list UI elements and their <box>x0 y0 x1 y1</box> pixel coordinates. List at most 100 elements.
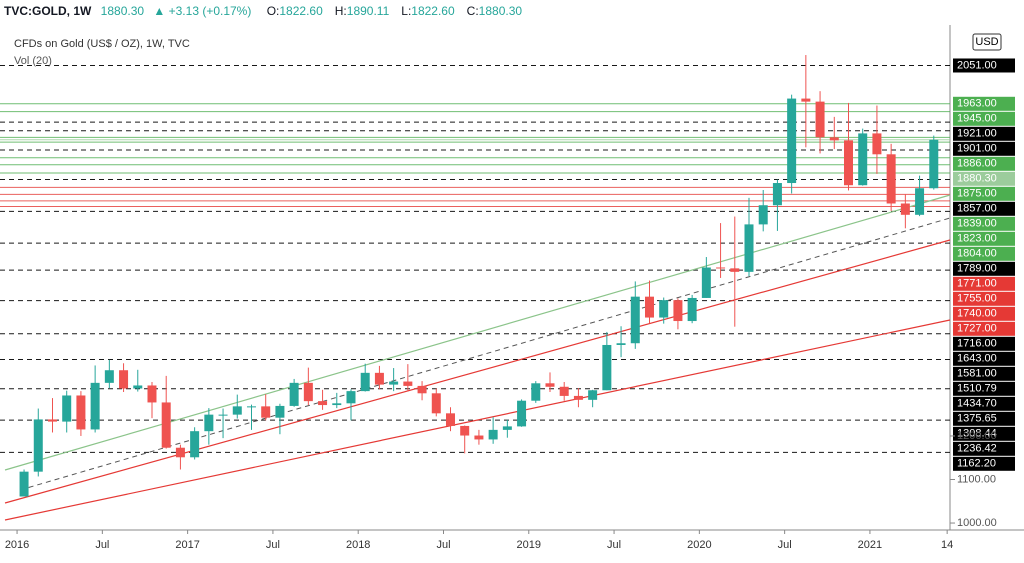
chart-title: CFDs on Gold (US$ / OZ), 1W, TVC <box>14 38 190 50</box>
candle-body <box>701 267 711 298</box>
candle-body <box>772 183 782 206</box>
candle-body <box>716 267 726 269</box>
candle-body <box>90 382 100 430</box>
candle-body <box>502 426 512 430</box>
ohlc-key: L: <box>401 4 412 18</box>
ohlc-value: 1890.11 <box>346 4 390 18</box>
candle-body <box>531 383 541 401</box>
candle-body <box>19 471 29 497</box>
ohlc-item: L:1822.60 <box>401 4 460 18</box>
axis: 2051.00 1963.00 1945.00 1921.00 1901.00 1886.… <box>5 58 1015 551</box>
level-label-box <box>953 321 1015 336</box>
x-tick-label: 2018 <box>346 539 370 551</box>
level-label-box <box>953 276 1015 291</box>
candle-body <box>644 296 654 318</box>
level-label: 1875.00 <box>957 188 997 200</box>
currency-box[interactable] <box>972 33 1002 51</box>
candle-body <box>346 391 356 404</box>
ohlc-item: O:1822.60 <box>267 4 329 18</box>
candle-body <box>616 343 626 345</box>
candle-body <box>573 395 583 400</box>
candle-body <box>630 296 640 344</box>
level-label: 1771.00 <box>957 278 997 290</box>
candle-body <box>602 344 612 391</box>
level-label: 1716.00 <box>957 338 997 350</box>
level-label-box <box>953 231 1015 246</box>
candle-body <box>488 429 498 440</box>
candle-body <box>303 382 313 402</box>
level-label: 1755.00 <box>957 293 997 305</box>
x-tick-label: 2020 <box>687 539 711 551</box>
indicator-label: Vol (20) <box>14 55 52 67</box>
level-label: 1789.00 <box>957 263 997 275</box>
level-label-box <box>953 351 1015 366</box>
level-label: 1823.00 <box>957 233 997 245</box>
x-tick-label: 2017 <box>175 539 199 551</box>
symbol-header: TVC:GOLD, 1W 1880.30 ▲ +3.13 (+0.17%) O:… <box>4 4 540 18</box>
candle-body <box>161 402 171 448</box>
candle-body <box>744 224 754 272</box>
candle-body <box>588 390 598 400</box>
last-price: 1880.30 <box>100 4 145 18</box>
candle-body <box>261 406 271 418</box>
symbol: TVC:GOLD, 1W <box>4 4 92 18</box>
candle-body <box>133 385 143 389</box>
candle-body <box>218 414 228 416</box>
candle-body <box>843 140 853 186</box>
candle-body <box>858 133 868 186</box>
ohlc-key: O: <box>266 4 280 18</box>
level-label-box <box>953 141 1015 156</box>
candle-body <box>147 385 157 403</box>
ohlc-value: 1822.60 <box>411 4 455 18</box>
candle-body <box>545 383 555 387</box>
level-label-box <box>953 126 1015 141</box>
candle-body <box>289 382 299 406</box>
level-label: 1434.70 <box>957 398 997 410</box>
ohlc-key: H: <box>334 4 347 18</box>
x-tick-label: Jul <box>607 539 621 551</box>
candle-body <box>787 98 797 184</box>
candle-body <box>673 300 683 322</box>
level-label-box <box>953 366 1015 381</box>
trend-line <box>4 239 951 504</box>
candle-body <box>360 372 370 392</box>
level-label-box <box>953 58 1015 73</box>
level-label: 1921.00 <box>957 128 997 140</box>
level-label: 2051.00 <box>957 59 997 71</box>
level-label: 1839.00 <box>957 218 997 230</box>
ohlc: O:1822.60 H:1890.11 L:1822.60 C:1880.30 <box>267 4 534 18</box>
level-label: 1581.00 <box>957 368 997 380</box>
y-tick-label: 1200.00 <box>957 430 997 442</box>
candle-body <box>104 370 114 383</box>
candle-body <box>872 133 882 155</box>
candle-body <box>232 406 242 415</box>
trend-line <box>4 194 951 471</box>
candle-body <box>190 431 200 458</box>
level-label-box <box>953 171 1015 186</box>
level-label-box <box>953 96 1015 111</box>
levels <box>0 64 950 453</box>
trend-line <box>4 319 951 521</box>
level-label: 1308.44 <box>957 428 997 440</box>
x-tick-label: Jul <box>778 539 792 551</box>
level-label-box <box>953 246 1015 261</box>
x-tick-label: 2019 <box>517 539 541 551</box>
level-label: 1901.00 <box>957 143 997 155</box>
level-label-box <box>953 306 1015 321</box>
candle-body <box>659 300 669 318</box>
level-label: 1945.00 <box>957 113 997 125</box>
currency[interactable]: USD <box>975 36 998 48</box>
candle-body <box>929 139 939 189</box>
candle-body <box>76 395 86 430</box>
candle-body <box>47 419 57 422</box>
candle-body <box>915 188 925 215</box>
level-label-box <box>953 336 1015 351</box>
level-label-box <box>953 291 1015 306</box>
candle-body <box>119 370 129 389</box>
level-label: 1236.42 <box>957 443 997 455</box>
level-label: 1886.00 <box>957 158 997 170</box>
level-label-box <box>953 111 1015 126</box>
level-label: 1740.00 <box>957 308 997 320</box>
